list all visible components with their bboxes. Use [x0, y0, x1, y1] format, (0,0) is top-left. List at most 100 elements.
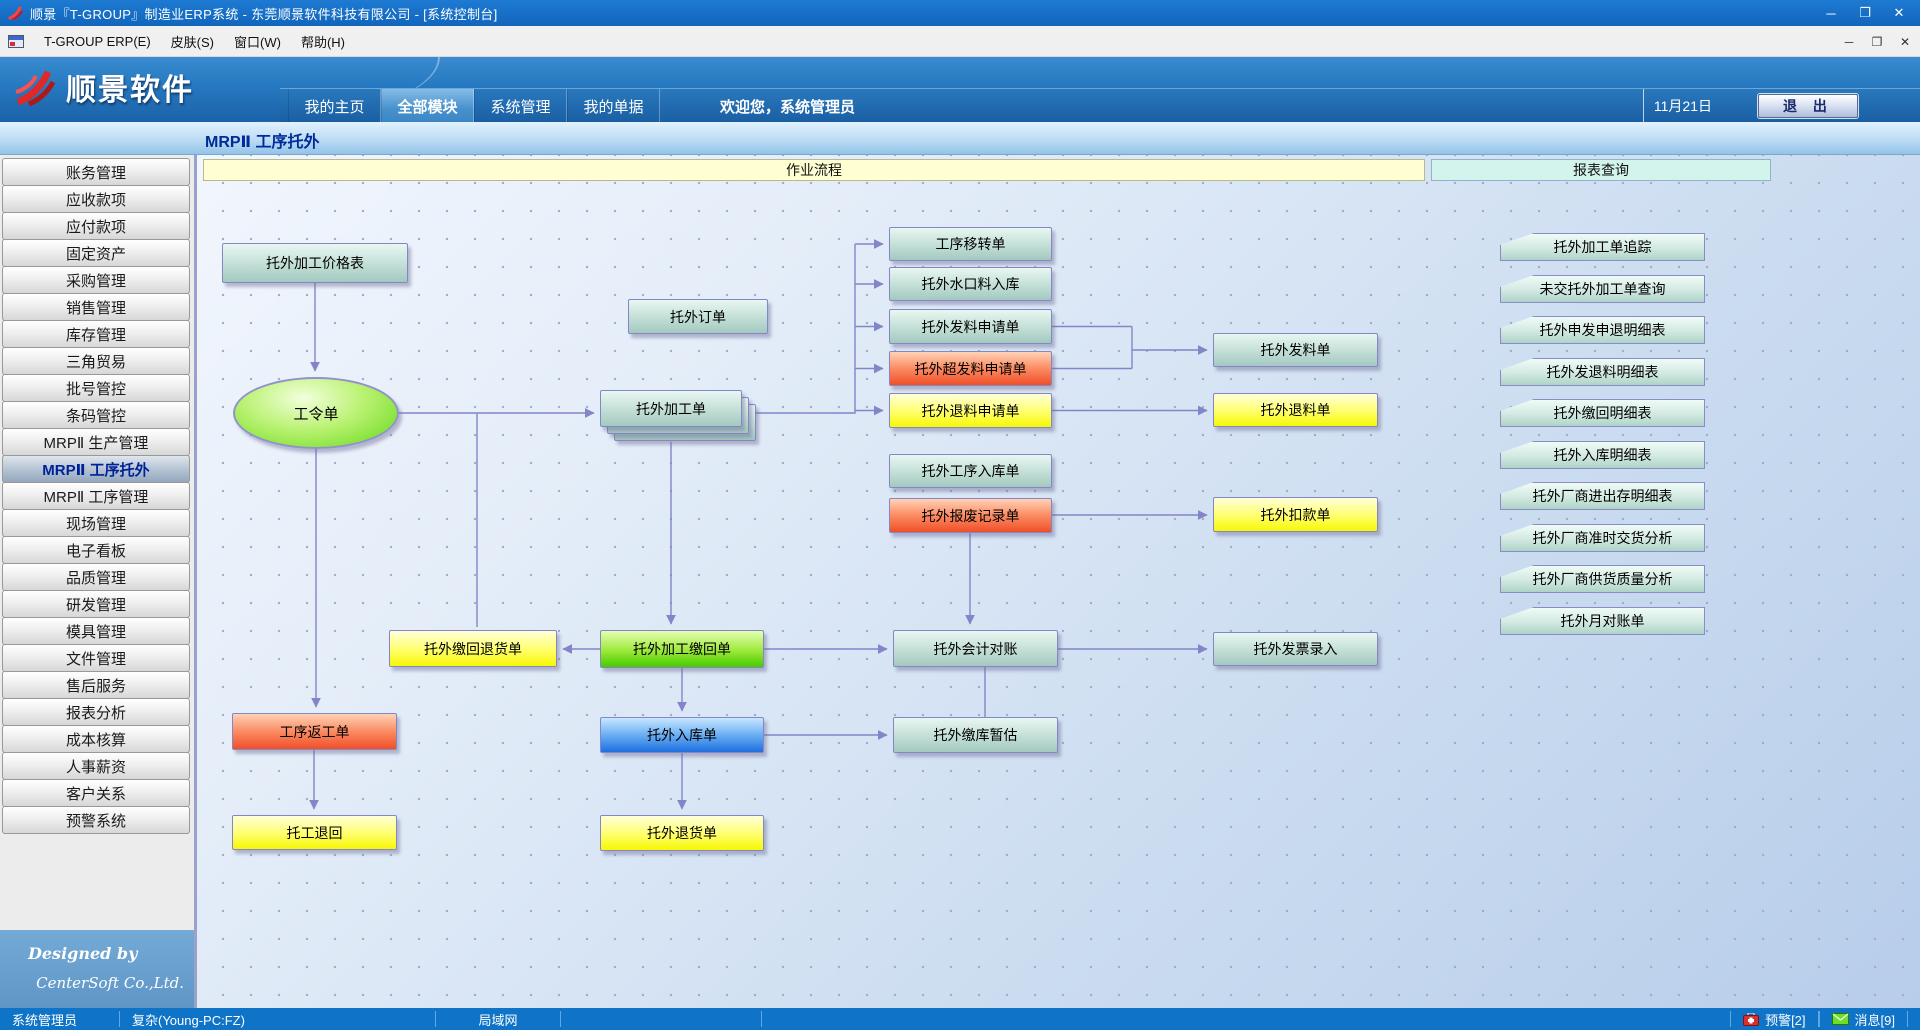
- report-button[interactable]: 托外月对账单: [1500, 607, 1705, 635]
- report-button[interactable]: 托外厂商供货质量分析: [1500, 565, 1705, 593]
- flow-node-work-return[interactable]: 托工退回: [232, 815, 397, 850]
- sidebar-item[interactable]: 售后服务: [2, 671, 190, 699]
- tab-my-home[interactable]: 我的主页: [288, 89, 381, 123]
- report-button[interactable]: 托外入库明细表: [1500, 441, 1705, 469]
- flow-node-over-issue-request[interactable]: 托外超发料申请单: [889, 351, 1052, 386]
- flow-node-price-list[interactable]: 托外加工价格表: [222, 243, 408, 283]
- sidebar-item[interactable]: 固定资产: [2, 239, 190, 267]
- sidebar-item[interactable]: 电子看板: [2, 536, 190, 564]
- report-panel-header: 报表查询: [1431, 159, 1771, 181]
- flow-node-issue-note[interactable]: 托外发料单: [1213, 333, 1378, 367]
- flow-node-invoice-entry[interactable]: 托外发票录入: [1213, 632, 1378, 666]
- sidebar-item[interactable]: MRPⅡ 工序管理: [2, 482, 190, 510]
- flow-node-outsourcing-order[interactable]: 托外订单: [628, 299, 768, 334]
- sidebar-item-current[interactable]: MRPⅡ 工序托外: [2, 455, 190, 483]
- sidebar-item[interactable]: 报表分析: [2, 698, 190, 726]
- flow-node-scrap-record[interactable]: 托外报废记录单: [889, 498, 1052, 533]
- flow-panel-header: 作业流程: [203, 159, 1425, 181]
- flow-node-process-transfer[interactable]: 工序移转单: [889, 227, 1052, 261]
- designed-by-footer: Designed by CenterSoft Co.,Ltd.: [0, 930, 194, 1008]
- status-alerts[interactable]: 预警[2]: [1730, 1011, 1819, 1028]
- report-button[interactable]: 托外厂商进出存明细表: [1500, 482, 1705, 510]
- report-button[interactable]: 托外发退料明细表: [1500, 358, 1705, 386]
- mdi-window-controls: ─ ❐ ✕: [1840, 26, 1914, 57]
- sidebar-item[interactable]: 文件管理: [2, 644, 190, 672]
- flow-node-estimate[interactable]: 托外缴库暂估: [893, 717, 1058, 753]
- sidebar-item[interactable]: 销售管理: [2, 293, 190, 321]
- status-messages[interactable]: 消息[9]: [1818, 1011, 1908, 1028]
- sidebar-item[interactable]: 现场管理: [2, 509, 190, 537]
- page-title-bar: MRPⅡ 工序托外: [0, 122, 1920, 155]
- flow-node-rework-order[interactable]: 工序返工单: [232, 713, 397, 750]
- menu-tgroup-erp[interactable]: T-GROUP ERP(E): [44, 33, 151, 49]
- mdi-document-icon: [8, 34, 24, 48]
- flow-node-warehouse-in[interactable]: 托外入库单: [600, 717, 764, 753]
- app-logo-icon: [8, 6, 24, 21]
- flow-node-work-order[interactable]: 工令单: [233, 377, 399, 449]
- status-bar: 系统管理员 复杂(Young-PC:FZ) 局域网 预警[2] 消息[9]: [0, 1008, 1920, 1030]
- module-sidebar: 账务管理 应收款项 应付款项 固定资产 采购管理 销售管理 库存管理 三角贸易 …: [0, 155, 197, 1008]
- flow-node-deduction-note[interactable]: 托外扣款单: [1213, 497, 1378, 532]
- flow-node-accounting-reconcile[interactable]: 托外会计对账: [893, 630, 1058, 667]
- sidebar-item[interactable]: 人事薪资: [2, 752, 190, 780]
- minimize-icon[interactable]: ─: [1826, 5, 1836, 21]
- sidebar-item[interactable]: 模具管理: [2, 617, 190, 645]
- sidebar-item[interactable]: 预警系统: [2, 806, 190, 834]
- report-button[interactable]: 托外厂商准时交货分析: [1500, 524, 1705, 552]
- window-title: 顺景『T-GROUP』制造业ERP系统 - 东莞顺景软件科技有限公司 - [系统…: [30, 6, 498, 22]
- menu-window[interactable]: 窗口(W): [234, 34, 281, 50]
- mdi-restore-icon[interactable]: ❐: [1871, 34, 1883, 49]
- mdi-minimize-icon[interactable]: ─: [1844, 34, 1854, 49]
- exit-button[interactable]: 退 出: [1758, 94, 1858, 118]
- window-controls: ─ ❐ ✕: [1814, 0, 1916, 26]
- flow-node-return-goods[interactable]: 托外退货单: [600, 815, 764, 851]
- tab-all-modules[interactable]: 全部模块: [381, 89, 474, 123]
- report-button[interactable]: 托外加工单追踪: [1500, 233, 1705, 261]
- sidebar-item[interactable]: 批号管控: [2, 374, 190, 402]
- sidebar-item[interactable]: 客户关系: [2, 779, 190, 807]
- sidebar-item[interactable]: 三角贸易: [2, 347, 190, 375]
- close-icon[interactable]: ✕: [1893, 5, 1905, 20]
- brand-name: 顺景软件: [66, 74, 194, 107]
- maximize-icon[interactable]: ❐: [1859, 5, 1871, 20]
- flow-node-processing-order[interactable]: 托外加工单: [600, 390, 742, 427]
- sidebar-item[interactable]: 账务管理: [2, 158, 190, 186]
- sidebar-item[interactable]: 应付款项: [2, 212, 190, 240]
- sidebar-item[interactable]: 采购管理: [2, 266, 190, 294]
- welcome-text: 欢迎您，系统管理员: [720, 98, 856, 116]
- status-network: 局域网: [436, 1011, 561, 1028]
- report-button[interactable]: 托外申发申退明细表: [1500, 316, 1705, 344]
- sidebar-item[interactable]: MRPⅡ 生产管理: [2, 428, 190, 456]
- flow-node-issue-request[interactable]: 托外发料申请单: [889, 309, 1052, 344]
- tab-my-documents[interactable]: 我的单据: [567, 89, 660, 123]
- flow-node-process-warehouse-in[interactable]: 托外工序入库单: [889, 454, 1052, 488]
- tab-system-admin[interactable]: 系统管理: [474, 89, 567, 123]
- flowchart-canvas: 作业流程 报表查询: [197, 155, 1920, 1008]
- company-name: CenterSoft Co.,Ltd.: [36, 974, 184, 992]
- mdi-close-icon[interactable]: ✕: [1899, 34, 1911, 49]
- window-titlebar: 顺景『T-GROUP』制造业ERP系统 - 东莞顺景软件科技有限公司 - [系统…: [0, 0, 1920, 26]
- flow-node-processing-submit[interactable]: 托外加工缴回单: [600, 630, 764, 668]
- header-banner: 顺景软件 我的主页 全部模块 系统管理 我的单据 欢迎您，系统管理员 11月21…: [0, 57, 1920, 123]
- status-messages-label: 消息[9]: [1854, 1012, 1895, 1028]
- flow-node-sprue-material-in[interactable]: 托外水口料入库: [889, 267, 1052, 301]
- report-button[interactable]: 托外缴回明细表: [1500, 399, 1705, 427]
- sidebar-item[interactable]: 成本核算: [2, 725, 190, 753]
- status-end-spacer: [1908, 1011, 1920, 1027]
- flow-connectors: [309, 239, 1208, 810]
- sidebar-item[interactable]: 条码管控: [2, 401, 190, 429]
- flow-node-return-request[interactable]: 托外退料申请单: [889, 393, 1052, 428]
- status-workstation: 复杂(Young-PC:FZ): [120, 1011, 436, 1028]
- report-button[interactable]: 未交托外加工单查询: [1500, 275, 1705, 303]
- flow-node-submit-return-goods[interactable]: 托外缴回退货单: [389, 630, 557, 667]
- menu-help[interactable]: 帮助(H): [300, 34, 345, 50]
- sidebar-item[interactable]: 库存管理: [2, 320, 190, 348]
- flow-node-return-note[interactable]: 托外退料单: [1213, 393, 1378, 427]
- current-date: 11月21日: [1642, 89, 1712, 123]
- sidebar-item[interactable]: 应收款项: [2, 185, 190, 213]
- sidebar-item[interactable]: 品质管理: [2, 563, 190, 591]
- status-spacer: [762, 1011, 1730, 1027]
- sidebar-item[interactable]: 研发管理: [2, 590, 190, 618]
- menu-skin[interactable]: 皮肤(S): [170, 34, 215, 50]
